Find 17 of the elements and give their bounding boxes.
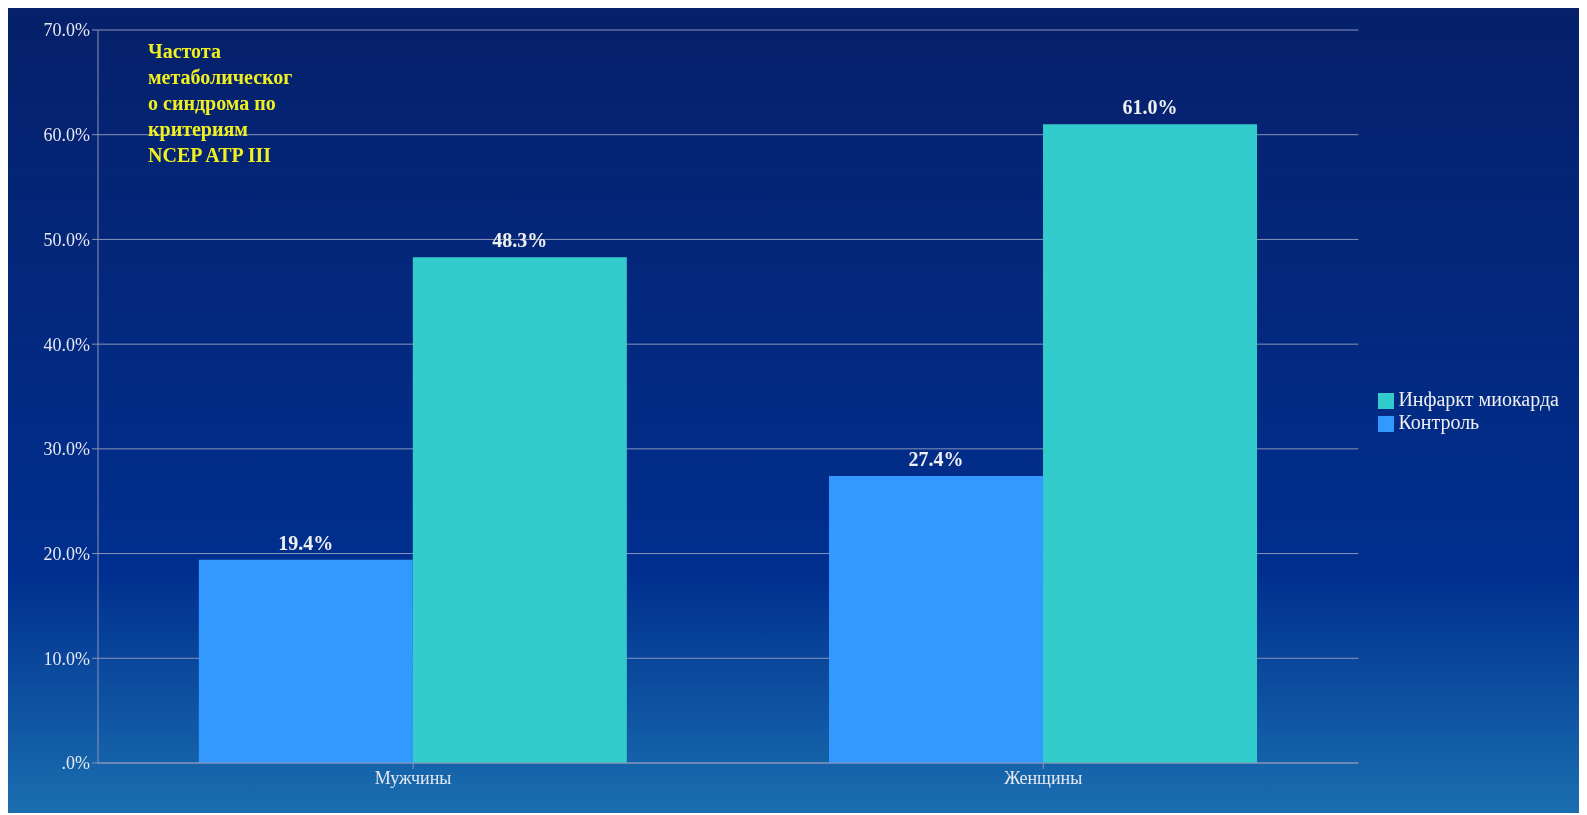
x-tick-label: Женщины xyxy=(1004,767,1083,788)
text: Частота метаболического синдрома по критериям NCEP ATP III xyxy=(148,39,294,168)
data-label: 48.3% xyxy=(492,229,548,252)
data-label: 27.4% xyxy=(908,448,964,471)
y-tick-label: 20.0% xyxy=(43,543,90,564)
y-tick-label: 70.0% xyxy=(43,20,90,41)
y-tick-label: .0% xyxy=(61,753,90,774)
legend-label: Инфаркт миокарда xyxy=(1398,387,1559,410)
data-label: 61.0% xyxy=(1122,96,1178,119)
y-tick-label: 30.0% xyxy=(43,439,90,460)
data-label: 19.4% xyxy=(278,531,334,554)
x-tick-label: Мужчины xyxy=(374,767,452,788)
y-tick-label: 60.0% xyxy=(43,125,90,146)
legend-label: Контроль xyxy=(1398,410,1480,433)
y-tick-label: 40.0% xyxy=(43,334,90,355)
y-tick-label: 10.0% xyxy=(43,648,90,669)
y-tick-label: 50.0% xyxy=(43,229,90,250)
